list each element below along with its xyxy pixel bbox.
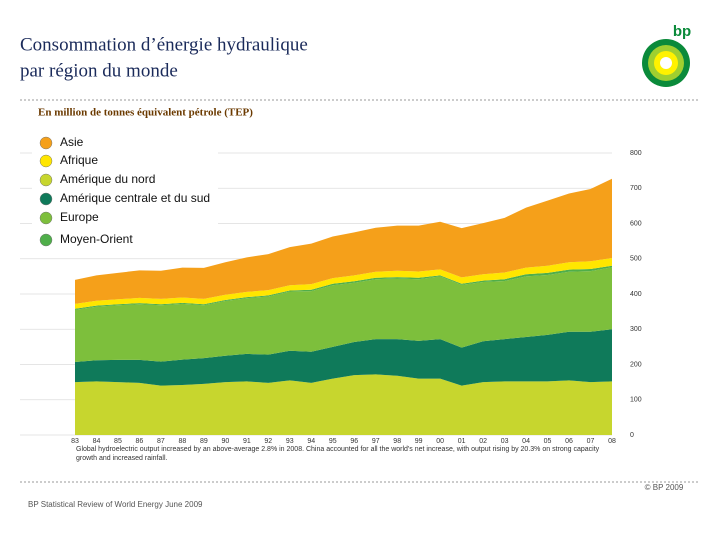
x-tick-label: 88 <box>179 438 187 445</box>
legend-marker <box>39 136 53 150</box>
x-tick-label: 84 <box>93 438 101 445</box>
x-tick-label: 03 <box>501 438 509 445</box>
x-tick-label: 91 <box>243 438 251 445</box>
x-tick-label: 90 <box>221 438 229 445</box>
x-tick-label: 89 <box>200 438 208 445</box>
x-tick-label: 06 <box>565 438 573 445</box>
x-tick-label: 96 <box>350 438 358 445</box>
legend-marker <box>39 192 53 206</box>
y-tick-label: 300 <box>630 326 642 333</box>
area <box>75 374 612 435</box>
legend: Asie Afrique Amérique du nord Amérique cent… <box>39 135 210 247</box>
legend-label: Europe <box>60 210 99 224</box>
area <box>75 329 612 386</box>
x-tick-label: 95 <box>329 438 337 445</box>
legend-label: Moyen-Orient <box>60 232 133 246</box>
x-tick-label: 08 <box>608 438 616 445</box>
subtitle: En million de tonnes équivalent pétrole … <box>38 107 253 119</box>
y-tick-label: 400 <box>630 291 642 298</box>
source: BP Statistical Review of World Energy Ju… <box>28 500 203 509</box>
y-tick-label: 600 <box>630 220 642 227</box>
legend-bg <box>32 132 218 252</box>
title-line: Consommation d’énergie hydraulique <box>20 34 308 55</box>
y-tick-label: 100 <box>630 397 642 404</box>
logo-text: bp <box>673 23 691 40</box>
x-tick-label: 83 <box>71 438 79 445</box>
legend-marker <box>39 154 53 168</box>
x-tick-label: 98 <box>393 438 401 445</box>
note: Global hydroelectric output increased by… <box>76 446 600 462</box>
x-tick-label: 85 <box>114 438 122 445</box>
x-tick-label: 86 <box>136 438 144 445</box>
legend-marker <box>39 233 53 247</box>
copyright: © BP 2009 <box>645 483 684 492</box>
bp-logo <box>642 39 690 87</box>
y-tick-label: 800 <box>630 150 642 157</box>
legend-marker <box>39 211 53 225</box>
x-tick-label: 02 <box>479 438 487 445</box>
note-text: Global hydroelectric output increased by… <box>76 446 600 462</box>
y-tick-label: 200 <box>630 361 642 368</box>
x-tick-label: 05 <box>544 438 552 445</box>
y-tick-label: 500 <box>630 256 642 263</box>
y-tick-label: 0 <box>630 432 634 439</box>
x-tick-label: 01 <box>458 438 466 445</box>
x-tick-label: 92 <box>264 438 272 445</box>
x-tick-label: 87 <box>157 438 165 445</box>
y-tick-label: 700 <box>630 185 642 192</box>
area <box>75 267 612 363</box>
legend-marker <box>39 173 53 187</box>
x-tick-label: 07 <box>587 438 595 445</box>
x-tick-label: 94 <box>307 438 315 445</box>
x-tick-label: 97 <box>372 438 380 445</box>
x-tick-label: 99 <box>415 438 423 445</box>
legend-label: Amérique centrale et du sud <box>60 191 210 205</box>
x-tick-label: 00 <box>436 438 444 445</box>
legend-label: Amérique du nord <box>60 172 155 186</box>
legend-label: Asie <box>60 135 84 149</box>
title-line: par région du monde <box>20 60 178 81</box>
x-tick-label: 93 <box>286 438 294 445</box>
area <box>75 178 612 304</box>
x-tick-label: 04 <box>522 438 530 445</box>
legend-label: Afrique <box>60 153 98 167</box>
